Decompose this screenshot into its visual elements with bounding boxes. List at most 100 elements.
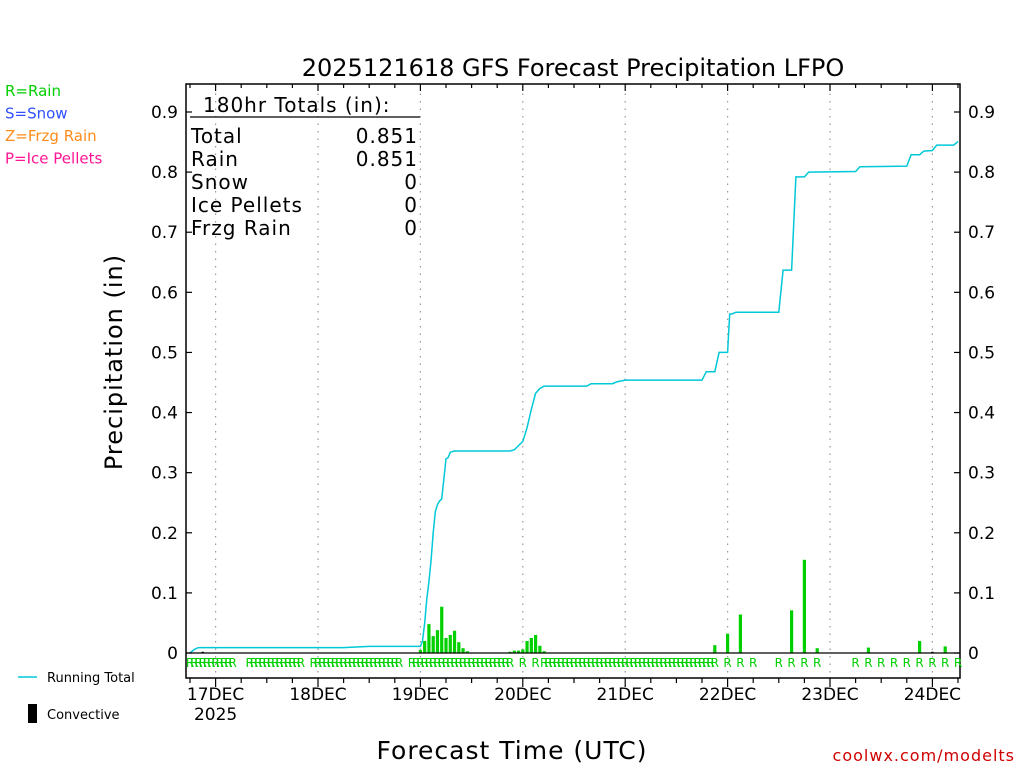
y-tick-label: 0.7 xyxy=(151,223,178,243)
y-tick-label: 0.3 xyxy=(151,464,178,484)
ptype-symbol: R xyxy=(775,656,783,670)
ptype-symbol: R xyxy=(275,656,283,670)
ptype-symbol: R xyxy=(480,656,488,670)
ptype-symbol: R xyxy=(723,656,731,670)
y-axis-ticks: 0 00.1 0.10.2 0.20.3 0.30.4 0.40.5 0.50.6 0.60.… xyxy=(151,103,995,664)
ptype-symbol: R xyxy=(625,656,633,670)
x-tick-label: 19DEC xyxy=(392,685,449,705)
ptype-symbol: R xyxy=(216,656,224,670)
ptype-symbol: R xyxy=(736,656,744,670)
ptype-symbol: R xyxy=(250,656,258,670)
precip-bar xyxy=(538,645,542,653)
precip-bar xyxy=(512,650,516,653)
ptype-symbol: R xyxy=(519,656,527,670)
precip-bar xyxy=(516,650,521,653)
ptype-symbol: R xyxy=(531,656,539,670)
ptype-symbol: R xyxy=(412,656,420,670)
ptype-symbol: R xyxy=(548,656,556,670)
ptype-symbol: R xyxy=(612,656,620,670)
ptype-symbol: R xyxy=(446,656,454,670)
legend-entry: S=Snow xyxy=(5,105,68,123)
ptype-symbol: R xyxy=(638,656,646,670)
totals-label-snow: Snow xyxy=(191,170,249,194)
precip-bars xyxy=(418,559,947,653)
ptype-symbol: R xyxy=(681,656,689,670)
ptype-symbol: R xyxy=(915,656,923,670)
ptype-symbol: R xyxy=(544,656,552,670)
credit-text: coolwx.com/modelts xyxy=(833,746,1015,765)
ptype-symbol: R xyxy=(194,656,202,670)
y-tick-label-right: 0.7 xyxy=(968,223,995,243)
x-tick-label: 18DEC xyxy=(289,685,346,705)
ptype-symbol: R xyxy=(621,656,629,670)
ptype-symbol: R xyxy=(335,656,343,670)
ptype-symbol: R xyxy=(292,656,300,670)
ptype-symbol: R xyxy=(587,656,595,670)
x-axis-label: Forecast Time (UTC) xyxy=(377,736,648,765)
precip-bar xyxy=(418,649,422,653)
ptype-symbol: R xyxy=(553,656,561,670)
ptype-symbol: R xyxy=(617,656,625,670)
y-tick-label: 0.8 xyxy=(151,163,178,183)
ptype-symbol: R xyxy=(352,656,360,670)
x-tick-label: 20DEC xyxy=(494,685,551,705)
precip-bar xyxy=(713,645,717,653)
ptype-symbol: R xyxy=(583,656,591,670)
ptype-symbol: R xyxy=(395,656,403,670)
ptype-symbol: R xyxy=(416,656,424,670)
convective-bar xyxy=(201,651,204,653)
ptype-symbol: R xyxy=(271,656,279,670)
ptype-symbol: R xyxy=(630,656,638,670)
ptype-symbol: R xyxy=(676,656,684,670)
precip-bar xyxy=(738,614,742,653)
ptype-symbol: R xyxy=(442,656,450,670)
legend-entry: P=Ice Pellets xyxy=(5,150,102,168)
running-total-key-label: Running Total xyxy=(47,671,135,686)
ptype-symbol: R xyxy=(224,656,232,670)
ptype-symbol: R xyxy=(476,656,484,670)
y-tick-label: 0.9 xyxy=(151,103,178,123)
precip-bar xyxy=(452,630,457,653)
ptype-symbol: R xyxy=(493,656,501,670)
ptype-symbol: R xyxy=(344,656,352,670)
ptype-symbol: R xyxy=(698,656,706,670)
precip-bar xyxy=(943,646,947,653)
ptype-symbol: R xyxy=(941,656,949,670)
ptype-symbol: R xyxy=(420,656,428,670)
ptype-symbol: R xyxy=(455,656,463,670)
precip-bar xyxy=(802,559,806,653)
x-tick-sublabel: 2025 xyxy=(194,705,237,725)
totals-label-ice-pellets: Ice Pellets xyxy=(191,193,303,217)
precip-bar xyxy=(542,651,546,653)
ptype-symbol: R xyxy=(651,656,659,670)
y-tick-label: 0 xyxy=(167,644,178,664)
ptype-symbol: R xyxy=(557,656,565,670)
ptype-symbol: R xyxy=(246,656,254,670)
ptype-symbol: R xyxy=(386,656,394,670)
ptype-symbol: R xyxy=(472,656,480,670)
ptype-symbol: R xyxy=(664,656,672,670)
ptype-symbol: R xyxy=(890,656,898,670)
ptype-symbol: R xyxy=(348,656,356,670)
totals-value-rain: 0.851 xyxy=(356,147,418,171)
ptype-symbol: R xyxy=(369,656,377,670)
ptype-symbol: R xyxy=(288,656,296,670)
ptype-symbol: R xyxy=(711,656,719,670)
totals-label-total: Total xyxy=(190,124,243,148)
ptype-symbol: R xyxy=(851,656,859,670)
x-tick-label: 24DEC xyxy=(904,685,961,705)
ptype-symbol: R xyxy=(659,656,667,670)
ptype-symbol: R xyxy=(207,656,215,670)
ptype-symbol: R xyxy=(211,656,219,670)
x-tick-label: 23DEC xyxy=(801,685,858,705)
chart-title: 2025121618 GFS Forecast Precipitation LF… xyxy=(302,54,845,82)
x-tick-label: 17DEC xyxy=(187,685,244,705)
totals-value-snow: 0 xyxy=(404,170,418,194)
ptype-symbol: R xyxy=(502,656,510,670)
y-tick-label-right: 0.9 xyxy=(968,103,995,123)
precip-bar xyxy=(465,651,469,653)
ptype-symbol: R xyxy=(391,656,399,670)
precip-bar xyxy=(423,640,427,653)
ptype-symbol: R xyxy=(378,656,386,670)
